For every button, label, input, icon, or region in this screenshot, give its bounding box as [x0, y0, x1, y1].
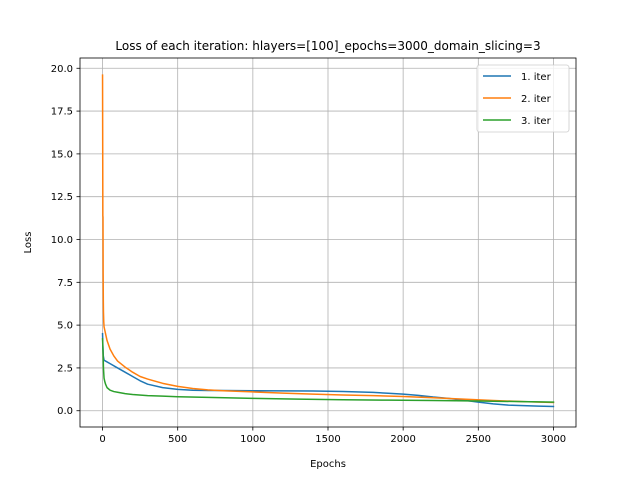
y-tick-label: 5.0 [57, 321, 73, 332]
legend: 1. iter 2. iter 3. iter [476, 64, 570, 133]
ticks: 0 500 1000 1500 2000 2500 3000 0.0 2.5 5.0 7.5 10.0… [51, 64, 566, 445]
grid [80, 58, 576, 427]
series-lines [101, 74, 555, 408]
y-axis-label: Loss [23, 232, 34, 254]
legend-label: 3. iter [521, 116, 552, 127]
legend-box [476, 64, 570, 133]
legend-label: 2. iter [521, 94, 552, 105]
y-tick-label: 12.5 [51, 192, 73, 203]
x-tick-label: 2500 [466, 434, 491, 445]
y-tick-label: 15.0 [51, 149, 73, 160]
x-axis-label: Epochs [310, 459, 346, 470]
y-tick-label: 0.0 [57, 406, 73, 417]
chart-title: Loss of each iteration: hlayers=[100]_ep… [115, 39, 540, 53]
x-tick-label: 3000 [541, 434, 566, 445]
x-tick-label: 1000 [240, 434, 265, 445]
legend-label: 1. iter [521, 72, 552, 83]
y-tick-label: 17.5 [51, 107, 73, 118]
series-line-iter-3 [101, 338, 555, 403]
series-line-iter-2 [101, 74, 555, 404]
y-tick-label: 7.5 [57, 278, 73, 289]
x-tick-label: 0 [99, 434, 105, 445]
x-tick-label: 500 [168, 434, 187, 445]
y-tick-label: 10.0 [51, 235, 73, 246]
x-tick-label: 2000 [390, 434, 415, 445]
x-tick-label: 1500 [315, 434, 340, 445]
y-tick-label: 20.0 [51, 64, 73, 75]
y-tick-label: 2.5 [57, 363, 73, 374]
